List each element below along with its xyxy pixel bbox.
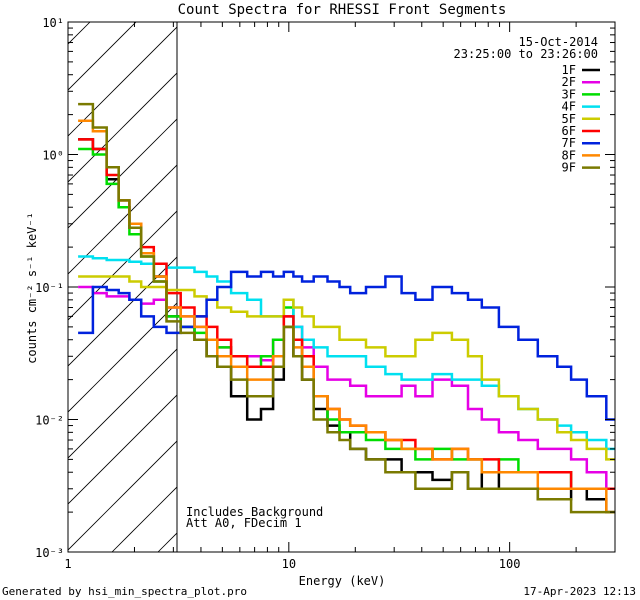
legend-label-5f: 5F [562,112,576,126]
hatch-line [68,440,177,551]
series-group [78,102,615,514]
legend-label-7f: 7F [562,136,576,150]
legend-label-8f: 8F [562,148,576,162]
legend-label-3f: 3F [562,87,576,101]
x-tick-label: 10 [282,557,296,571]
x-tick-label: 1 [64,557,71,571]
legend-label-6f: 6F [562,124,576,138]
y-tick-labels: 10⁻³ 10⁻² 10⁻¹ 10⁰ 10¹ [35,16,64,560]
y-axis-label: counts cm⁻² s⁻¹ keV⁻¹ [25,212,39,364]
series-7f-line [78,270,615,421]
legend-label-1f: 1F [562,63,576,77]
axis-ticks [67,21,616,553]
series-9f-line [78,102,615,514]
hatch-line [68,26,177,137]
date-label: 15-Oct-2014 [519,35,598,49]
hatch-line [68,164,177,275]
legend-label-4f: 4F [562,100,576,114]
time-range-label: 23:25:00 to 23:26:00 [454,47,599,61]
chart-title: Count Spectra for RHESSI Front Segments [178,2,507,18]
series-8f-line [78,119,615,514]
legend-label-2f: 2F [562,75,576,89]
legend-label-9f: 9F [562,161,576,175]
y-tick-label: 10⁻³ [35,546,64,560]
x-tick-labels: 1 10 100 [64,557,520,571]
x-axis-label: Energy (keV) [299,574,386,588]
hatch-line [68,348,177,459]
excluded-region-hatch [68,0,640,552]
hatch-line [250,0,640,552]
annotation-attenuator: Att A0, FDecim 1 [186,516,302,530]
footer-generated-by: Generated by hsi_min_spectra_plot.pro [2,585,247,598]
hatch-line [68,22,137,91]
y-tick-label: 10⁻¹ [35,281,64,295]
y-tick-label: 10⁻² [35,414,64,428]
hatch-line [68,256,177,367]
hatch-line [68,210,177,321]
footer-timestamp: 17-Apr-2023 12:13 [523,585,636,598]
y-tick-label: 10¹ [42,16,64,30]
x-tick-label: 100 [499,557,521,571]
hatch-line [68,394,177,505]
y-tick-label: 10⁰ [42,149,64,163]
series-5f-line [78,275,615,461]
annotation-background: Includes Background [186,505,323,519]
